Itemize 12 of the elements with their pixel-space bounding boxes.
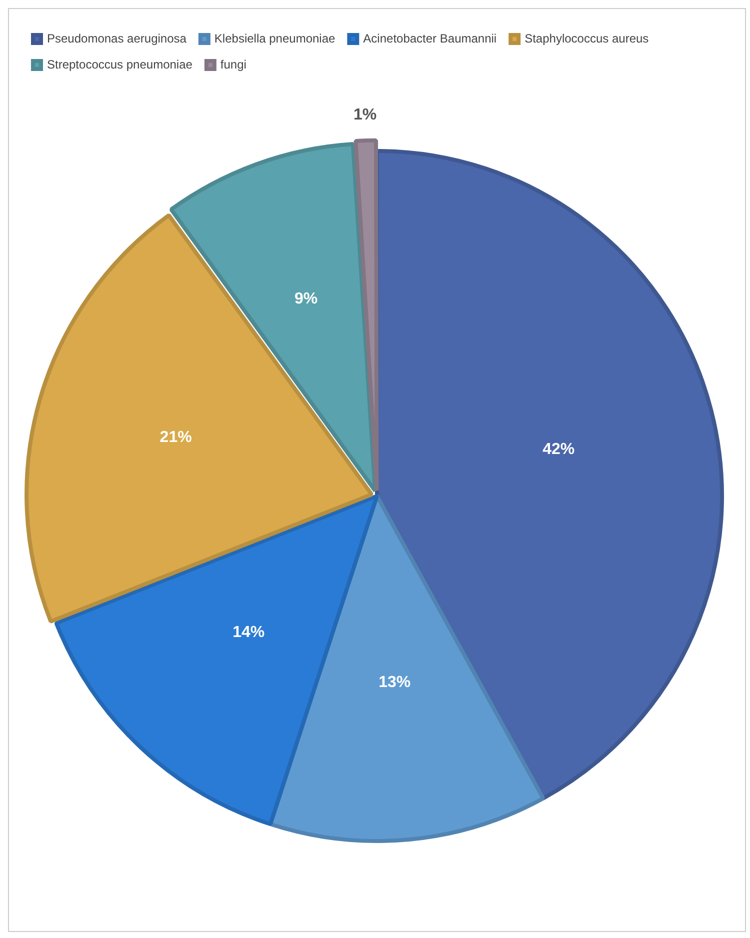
legend-label: Acinetobacter Baumannii xyxy=(363,31,497,46)
data-label: 9% xyxy=(294,290,318,308)
legend-label: Staphylococcus aureus xyxy=(524,31,649,46)
data-label: 13% xyxy=(378,674,411,692)
legend-label: fungi xyxy=(220,57,246,72)
legend-label: Klebsiella pneumoniae xyxy=(214,31,336,46)
legend-label: Streptococcus pneumoniae xyxy=(47,57,193,72)
data-label: 42% xyxy=(542,440,575,458)
legend-label: Pseudomonas aeruginosa xyxy=(47,31,187,46)
data-label: 21% xyxy=(160,428,192,446)
data-label: 14% xyxy=(232,624,265,642)
data-label: 1% xyxy=(353,106,377,124)
